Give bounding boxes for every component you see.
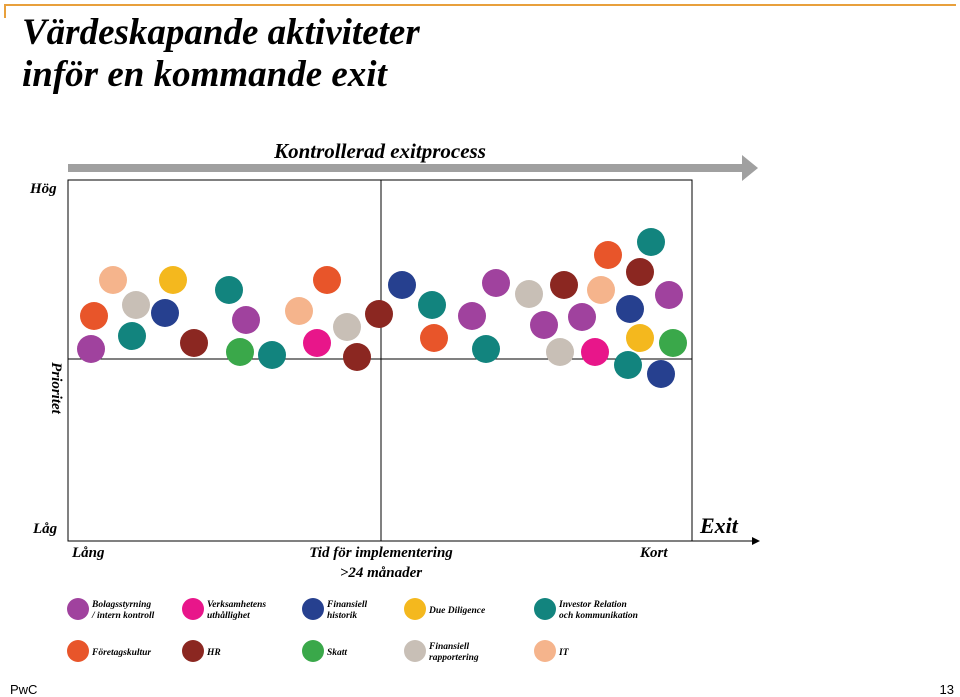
x-axis-title-line1: Tid för implementering: [309, 545, 453, 561]
activity-dot-magenta: [303, 329, 331, 357]
legend-swatch-purple: [67, 598, 89, 620]
page-title: Värdeskapande aktiviteter inför en komma…: [22, 12, 420, 96]
activity-dot-gray: [122, 291, 150, 319]
activity-dot-peach: [587, 276, 615, 304]
legend-label: HR: [206, 648, 221, 658]
activity-dot-teal: [258, 341, 286, 369]
legend-item-green: Skatt: [302, 640, 347, 662]
legend-item-peach: IT: [534, 640, 570, 662]
activity-dot-orange: [80, 302, 108, 330]
activity-dot-green: [659, 329, 687, 357]
activity-dot-orange: [594, 241, 622, 269]
activity-dot-navy: [616, 295, 644, 323]
legend-swatch-green: [302, 640, 324, 662]
diagram-header: Kontrollerad exitprocess: [273, 139, 486, 163]
legend-label-line1: Finansiell: [428, 642, 469, 652]
activity-dot-yellow: [159, 266, 187, 294]
activity-dot-darkred: [550, 271, 578, 299]
legend-label: Skatt: [327, 648, 347, 658]
legend-swatch-teal: [534, 598, 556, 620]
activity-dot-peach: [285, 297, 313, 325]
x-axis-right-label: Kort: [639, 545, 668, 561]
exit-label: Exit: [699, 513, 739, 538]
activity-dot-purple: [655, 281, 683, 309]
activity-dot-teal: [472, 335, 500, 363]
activity-dot-teal: [637, 228, 665, 256]
activity-dot-orange: [313, 266, 341, 294]
activity-dot-peach: [99, 266, 127, 294]
legend-label-line2: och kommunikation: [559, 611, 638, 621]
activity-dot-teal: [215, 276, 243, 304]
legend: Bolagsstyrning/ intern kontroll Verksamhe…: [67, 598, 638, 663]
legend-label-line1: Bolagsstyrning: [91, 600, 151, 610]
activity-dot-purple: [568, 303, 596, 331]
y-axis-high-label: Hög: [29, 181, 57, 197]
activity-dot-gray: [333, 313, 361, 341]
legend-swatch-yellow: [404, 598, 426, 620]
legend-label-line1: Investor Relation: [558, 600, 627, 610]
activity-dot-yellow: [626, 324, 654, 352]
x-axis-title-line2: >24 månader: [340, 565, 422, 581]
x-axis-left-label: Lång: [71, 545, 105, 561]
footer-brand: PwC: [10, 682, 38, 697]
activity-dot-purple: [232, 306, 260, 334]
legend-label-line2: historik: [327, 611, 357, 621]
activity-dot-purple: [77, 335, 105, 363]
y-axis-title: Prioritet: [48, 362, 64, 414]
y-axis-low-label: Låg: [32, 521, 58, 537]
legend-label: Företagskultur: [91, 648, 151, 658]
legend-item-purple: Bolagsstyrning/ intern kontroll: [67, 598, 155, 621]
activity-dot-gray: [515, 280, 543, 308]
exit-process-arrow: [68, 155, 758, 181]
page-number: 13: [939, 682, 954, 697]
activity-dot-teal: [118, 322, 146, 350]
legend-label-line2: / intern kontroll: [91, 611, 155, 621]
legend-label: Due Diligence: [428, 606, 486, 616]
activity-dot-darkred: [343, 343, 371, 371]
legend-label: IT: [558, 648, 570, 658]
activity-dot-teal: [418, 291, 446, 319]
legend-swatch-darkred: [182, 640, 204, 662]
legend-label-line2: uthållighet: [207, 610, 250, 621]
activity-dot-gray: [546, 338, 574, 366]
activity-dots: [77, 228, 687, 388]
legend-swatch-navy: [302, 598, 324, 620]
legend-item-yellow: Due Diligence: [404, 598, 486, 620]
accent-line-top: [4, 4, 956, 6]
activity-dot-navy: [388, 271, 416, 299]
legend-label-line1: Finansiell: [326, 600, 367, 610]
activity-dot-navy: [151, 299, 179, 327]
legend-label-line2: rapportering: [429, 653, 479, 663]
activity-dot-darkred: [365, 300, 393, 328]
legend-swatch-peach: [534, 640, 556, 662]
activity-dot-magenta: [581, 338, 609, 366]
activity-dot-darkred: [626, 258, 654, 286]
activity-dot-teal: [614, 351, 642, 379]
activity-dot-green: [226, 338, 254, 366]
legend-swatch-magenta: [182, 598, 204, 620]
page-title-line1: Värdeskapande aktiviteter: [22, 12, 420, 53]
time-axis-arrowhead: [752, 537, 760, 545]
activity-dot-purple: [482, 269, 510, 297]
legend-item-darkred: HR: [182, 640, 221, 662]
activity-dot-navy: [647, 360, 675, 388]
activity-dot-orange: [420, 324, 448, 352]
legend-item-orange: Företagskultur: [67, 640, 151, 662]
activity-dot-darkred: [180, 329, 208, 357]
page-title-line2: inför en kommande exit: [22, 54, 387, 95]
legend-label-line1: Verksamhetens: [207, 600, 266, 610]
legend-swatch-orange: [67, 640, 89, 662]
accent-line-left: [4, 4, 6, 18]
activity-dot-purple: [530, 311, 558, 339]
legend-swatch-gray: [404, 640, 426, 662]
activity-dot-purple: [458, 302, 486, 330]
